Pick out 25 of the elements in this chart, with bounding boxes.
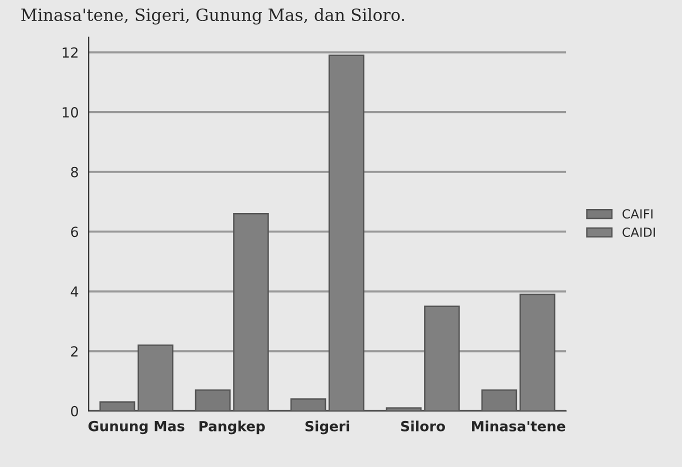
x-tick-label: Gunung Mas bbox=[88, 420, 184, 434]
text: Minasa'tene, Sigeri, Gunung Mas, dan Siloro. bbox=[21, 8, 404, 25]
x-tick-label: Minasa'tene bbox=[472, 420, 566, 432]
bar bbox=[386, 407, 422, 411]
bar bbox=[328, 54, 364, 411]
x-tick-label: Sigeri bbox=[305, 420, 350, 434]
bar bbox=[233, 213, 269, 411]
legend-label: CAIDI bbox=[622, 228, 655, 237]
bar bbox=[138, 344, 174, 411]
y-tick-label: 0 bbox=[71, 406, 78, 416]
y-tick-label: 10 bbox=[62, 107, 78, 118]
bar bbox=[520, 294, 556, 411]
bar bbox=[290, 398, 326, 411]
x-tick-label: Pangkep bbox=[200, 420, 265, 434]
x-tick-label: Siloro bbox=[401, 420, 445, 432]
y-tick-label: 2 bbox=[71, 346, 78, 356]
bar bbox=[424, 306, 460, 411]
bar bbox=[194, 389, 231, 411]
y-tick-label: 4 bbox=[70, 286, 78, 297]
y-tick-label: 12 bbox=[62, 47, 78, 58]
bar bbox=[481, 389, 518, 411]
y-tick-label: 8 bbox=[71, 166, 78, 178]
bar bbox=[99, 401, 136, 411]
legend-label: CAIFI bbox=[622, 209, 652, 219]
y-tick-label: 6 bbox=[71, 226, 78, 238]
